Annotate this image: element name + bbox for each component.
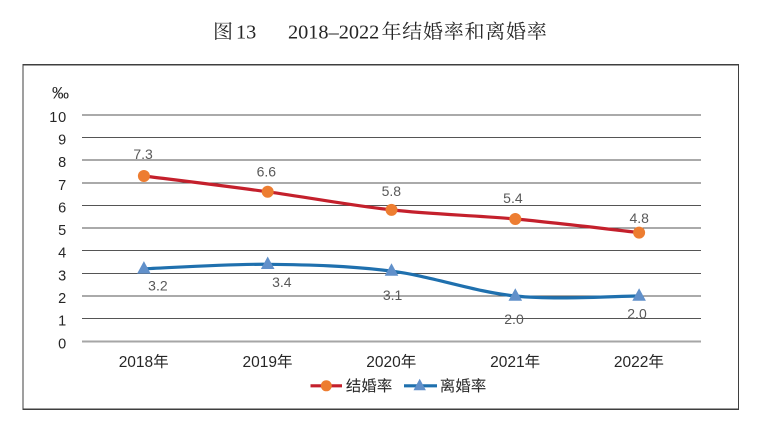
svg-text:3.1: 3.1	[383, 287, 403, 303]
svg-text:‰: ‰	[52, 84, 69, 103]
svg-text:6.6: 6.6	[257, 163, 277, 179]
svg-text:2: 2	[58, 291, 67, 307]
svg-text:2020: 2020	[366, 354, 401, 371]
svg-text:7: 7	[58, 178, 67, 194]
svg-text:3: 3	[58, 268, 67, 284]
svg-text:2018–2022: 2018–2022	[288, 21, 379, 43]
svg-text:8: 8	[58, 155, 67, 171]
svg-text:10: 10	[49, 110, 67, 126]
svg-text:5: 5	[58, 223, 67, 239]
svg-text:7.3: 7.3	[133, 146, 153, 162]
svg-text:5.8: 5.8	[382, 183, 402, 199]
svg-text:3.4: 3.4	[272, 274, 292, 290]
svg-text:2.0: 2.0	[627, 306, 647, 322]
svg-text:2022: 2022	[614, 354, 648, 371]
svg-text:3.2: 3.2	[148, 278, 168, 294]
svg-text:2019: 2019	[243, 354, 277, 371]
svg-text:2021: 2021	[490, 354, 524, 371]
svg-text:0: 0	[58, 336, 67, 352]
svg-text:13: 13	[236, 21, 256, 43]
svg-text:2.0: 2.0	[504, 311, 524, 327]
svg-text:2018: 2018	[119, 354, 153, 371]
svg-text:6: 6	[58, 200, 67, 216]
svg-text:4: 4	[58, 246, 67, 262]
svg-text:9: 9	[58, 133, 67, 149]
svg-text:5.4: 5.4	[503, 190, 523, 206]
svg-text:4.8: 4.8	[629, 210, 649, 226]
svg-text:1: 1	[58, 314, 67, 330]
